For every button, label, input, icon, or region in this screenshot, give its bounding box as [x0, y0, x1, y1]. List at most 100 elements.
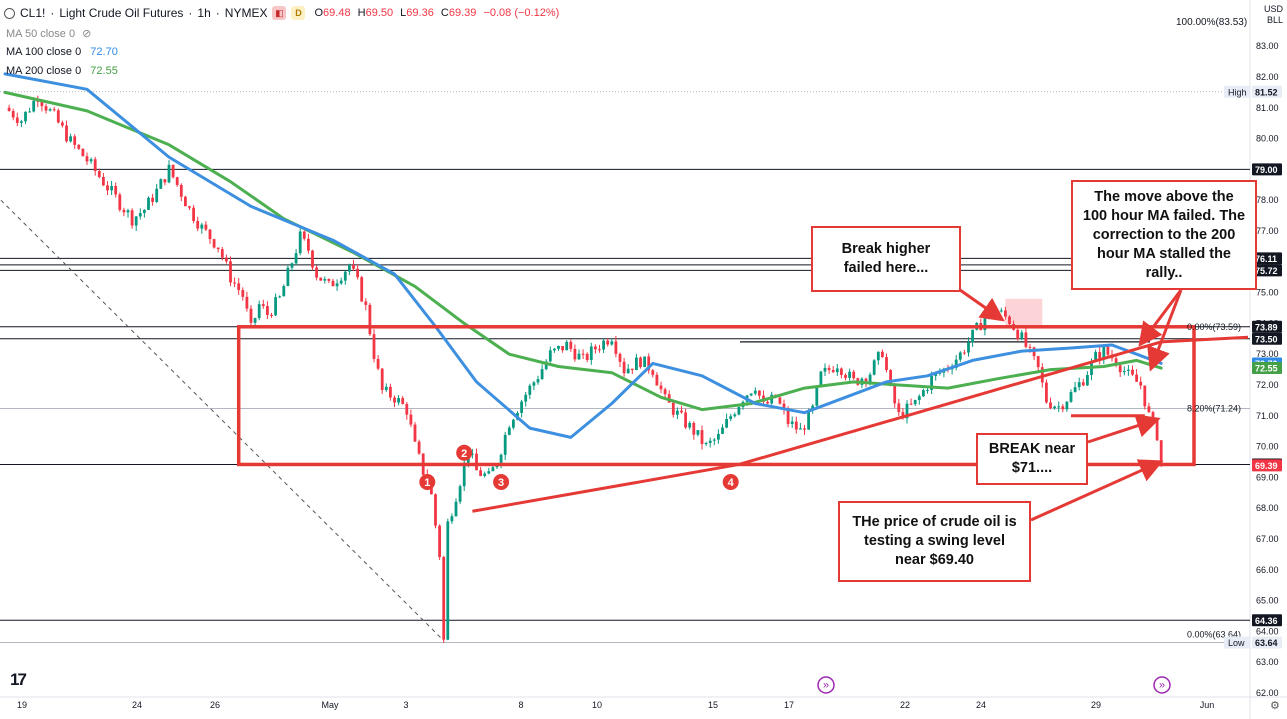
candle-body [913, 399, 917, 405]
x-tick-label: 10 [592, 700, 602, 710]
interval[interactable]: 1h [197, 6, 211, 20]
price-tag-label: 69.39 [1255, 461, 1278, 471]
hidden-eye-icon[interactable]: ⊘ [82, 28, 92, 40]
candle-body [823, 367, 827, 372]
candle-body [930, 375, 933, 390]
candle-body [540, 369, 544, 380]
candle-body [909, 403, 913, 405]
candle-body [1065, 401, 1069, 410]
candle-body [1127, 369, 1130, 371]
x-tick-label: 22 [900, 700, 910, 710]
candle-body [298, 231, 302, 254]
candle-body [610, 341, 614, 345]
candle-body [450, 516, 454, 522]
candle-body [499, 454, 503, 466]
candle-body [717, 433, 720, 440]
price-tag-name-bg [1224, 636, 1250, 649]
ma50-legend[interactable]: MA 50 close 0 ⊘ [6, 27, 91, 40]
swing-marker-label: 3 [498, 477, 504, 489]
candle-body [323, 278, 327, 281]
candle-body [786, 409, 790, 424]
candle-body [106, 185, 109, 191]
candle-body [442, 557, 446, 640]
candle-body [20, 121, 23, 123]
candle-body [790, 421, 794, 424]
candle-body [577, 353, 581, 360]
y-tick-label: 70.00 [1256, 442, 1279, 452]
candle-body [471, 453, 474, 455]
candle-body [569, 341, 573, 349]
currency-unit[interactable]: USD BLL [1264, 4, 1283, 26]
ma100-legend[interactable]: MA 100 close 0 72.70 [6, 46, 118, 58]
price-tag-label: 79.00 [1255, 165, 1278, 175]
candle-body [458, 486, 462, 502]
ma200-value: 72.55 [90, 65, 118, 77]
separator: · [188, 6, 193, 20]
candle-body [1073, 387, 1077, 393]
candle-body [11, 111, 15, 118]
separator: · [50, 6, 55, 20]
candle-body [52, 109, 56, 111]
candle-body [688, 422, 692, 428]
candle-body [257, 304, 261, 319]
tradingview-logo[interactable]: 17 [10, 670, 27, 689]
price-tag [1252, 264, 1282, 277]
candle-body [1118, 365, 1122, 373]
candle-body [676, 410, 679, 415]
symbol[interactable]: CL1! [20, 6, 46, 20]
swing-marker-label: 2 [461, 448, 467, 460]
candle-body [712, 439, 716, 441]
price-tag-label: 75.72 [1255, 266, 1278, 276]
candle-body [438, 525, 441, 558]
candle-body [286, 267, 290, 287]
y-tick-label: 68.00 [1256, 503, 1279, 513]
candle-body [708, 440, 712, 443]
price-tag-label: 81.52 [1255, 87, 1278, 97]
x-tick-label: 17 [784, 700, 794, 710]
candle-body [204, 224, 208, 230]
candle-body [331, 280, 335, 287]
candle-body [389, 386, 392, 398]
candle-body [302, 231, 306, 239]
annotation-arrow [1030, 459, 1164, 522]
high-label: H [357, 7, 366, 19]
candle-body [69, 136, 72, 142]
range-box [236, 325, 1196, 467]
candle-body [1069, 392, 1073, 402]
chart-header: CL1! · Light Crude Oil Futures · 1h · NY… [4, 6, 559, 20]
ma200-legend[interactable]: MA 200 close 0 72.55 [6, 65, 118, 77]
candle-body [893, 385, 897, 404]
y-tick-label: 62.00 [1256, 688, 1279, 698]
flag-icon[interactable]: ◧ [272, 6, 287, 20]
highlight-box [1005, 298, 1043, 327]
annotation-break-near: BREAK near $71.... [976, 433, 1088, 485]
candle-body [983, 317, 987, 331]
candle-body [958, 352, 962, 360]
candle-body [1135, 374, 1138, 382]
candle-body [151, 197, 154, 202]
price-tag [1252, 85, 1282, 98]
candle-body [1159, 440, 1163, 466]
candle-body [155, 188, 159, 202]
candle-body [815, 386, 819, 406]
candle-body [721, 427, 724, 434]
candle-body [102, 177, 105, 186]
candle-body [844, 374, 847, 378]
candle-body [409, 414, 413, 425]
price-tag [1252, 362, 1282, 375]
candle-body [143, 209, 146, 214]
candle-body [864, 378, 868, 382]
candle-body [807, 410, 810, 430]
candle-body [417, 441, 421, 454]
candle-body [1036, 356, 1040, 368]
candle-body [967, 342, 970, 353]
candle-body [114, 186, 118, 195]
candle-body [782, 403, 786, 410]
candle-body [122, 209, 126, 213]
candle-body [175, 177, 179, 185]
candle-body [561, 346, 564, 351]
event-icon-glyph: » [1159, 680, 1165, 692]
data-badge[interactable]: D [291, 6, 306, 20]
candle-body [1081, 382, 1085, 386]
